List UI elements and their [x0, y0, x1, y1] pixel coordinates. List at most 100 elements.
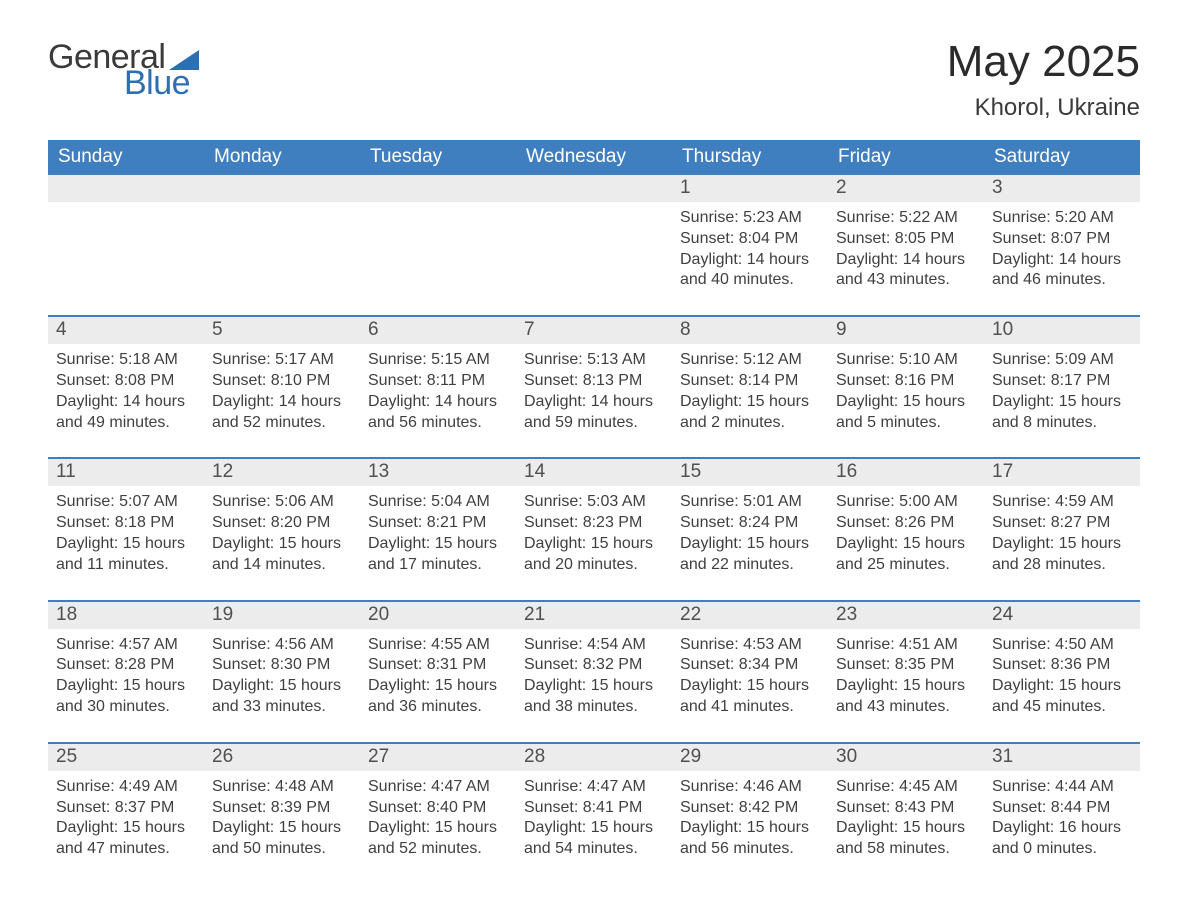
day-cell: 29Sunrise: 4:46 AMSunset: 8:42 PMDayligh…	[672, 744, 828, 866]
sunset-line: Sunset: 8:36 PM	[992, 655, 1132, 676]
day-number: 11	[48, 459, 204, 486]
day-details: Sunrise: 4:59 AMSunset: 8:27 PMDaylight:…	[984, 486, 1140, 581]
sunset-line: Sunset: 8:37 PM	[56, 798, 196, 819]
sunrise-line: Sunrise: 4:54 AM	[524, 635, 664, 656]
day-number: 3	[984, 175, 1140, 202]
daylight-line: Daylight: 15 hours	[992, 534, 1132, 555]
daylight-line: Daylight: 15 hours	[680, 534, 820, 555]
sunrise-line: Sunrise: 5:12 AM	[680, 350, 820, 371]
sunrise-line: Sunrise: 5:17 AM	[212, 350, 352, 371]
day-cell: 27Sunrise: 4:47 AMSunset: 8:40 PMDayligh…	[360, 744, 516, 866]
sunrise-line: Sunrise: 5:06 AM	[212, 492, 352, 513]
daylight-line: and 43 minutes.	[836, 697, 976, 718]
daylight-line: and 43 minutes.	[836, 270, 976, 291]
day-cell: 2Sunrise: 5:22 AMSunset: 8:05 PMDaylight…	[828, 175, 984, 297]
day-number: 8	[672, 317, 828, 344]
sunset-line: Sunset: 8:08 PM	[56, 371, 196, 392]
sunset-line: Sunset: 8:42 PM	[680, 798, 820, 819]
week-row: 4Sunrise: 5:18 AMSunset: 8:08 PMDaylight…	[48, 315, 1140, 439]
brand-logo: General Blue	[48, 40, 199, 100]
sunrise-line: Sunrise: 4:59 AM	[992, 492, 1132, 513]
sunrise-line: Sunrise: 5:13 AM	[524, 350, 664, 371]
sunrise-line: Sunrise: 5:15 AM	[368, 350, 508, 371]
sunrise-line: Sunrise: 4:49 AM	[56, 777, 196, 798]
daylight-line: and 45 minutes.	[992, 697, 1132, 718]
sunrise-line: Sunrise: 4:44 AM	[992, 777, 1132, 798]
day-number: 15	[672, 459, 828, 486]
sunset-line: Sunset: 8:43 PM	[836, 798, 976, 819]
daylight-line: Daylight: 14 hours	[680, 250, 820, 271]
day-number: 23	[828, 602, 984, 629]
daylight-line: Daylight: 15 hours	[680, 818, 820, 839]
daylight-line: Daylight: 15 hours	[524, 676, 664, 697]
sunrise-line: Sunrise: 4:47 AM	[368, 777, 508, 798]
sunrise-line: Sunrise: 4:56 AM	[212, 635, 352, 656]
sunset-line: Sunset: 8:28 PM	[56, 655, 196, 676]
sunrise-line: Sunrise: 5:00 AM	[836, 492, 976, 513]
sunset-line: Sunset: 8:26 PM	[836, 513, 976, 534]
sunrise-line: Sunrise: 4:46 AM	[680, 777, 820, 798]
daylight-line: and 59 minutes.	[524, 413, 664, 434]
daylight-line: and 52 minutes.	[368, 839, 508, 860]
day-cell: 3Sunrise: 5:20 AMSunset: 8:07 PMDaylight…	[984, 175, 1140, 297]
week-row: 25 Sunrise: 4:49 AMSunset: 8:37 PM Dayligh…	[48, 742, 1140, 866]
day-cell: 19Sunrise: 4:56 AMSunset: 8:30 PMDayligh…	[204, 602, 360, 724]
week-row: 11Sunrise: 5:07 AMSunset: 8:18 PMDayligh…	[48, 457, 1140, 581]
day-cell: 17Sunrise: 4:59 AMSunset: 8:27 PMDayligh…	[984, 459, 1140, 581]
day-number	[48, 175, 204, 202]
sunrise-line: Sunrise: 4:45 AM	[836, 777, 976, 798]
daylight-line: and 20 minutes.	[524, 555, 664, 576]
day-details: Sunrise: 5:20 AMSunset: 8:07 PMDaylight:…	[984, 202, 1140, 297]
daylight-line: and 49 minutes.	[56, 413, 196, 434]
daylight-line: and 46 minutes.	[992, 270, 1132, 291]
day-number: 31	[984, 744, 1140, 771]
daylight-line: and 28 minutes.	[992, 555, 1132, 576]
sunrise-line: Sunrise: 5:18 AM	[56, 350, 196, 371]
sunset-line: Sunset: 8:16 PM	[836, 371, 976, 392]
daylight-line: Daylight: 15 hours	[368, 818, 508, 839]
day-details: Sunrise: 4:46 AMSunset: 8:42 PMDaylight:…	[672, 771, 828, 866]
sunset-line: Sunset: 8:05 PM	[836, 229, 976, 250]
sunrise-line: Sunrise: 5:04 AM	[368, 492, 508, 513]
daylight-line: Daylight: 15 hours	[836, 392, 976, 413]
daylight-line: and 38 minutes.	[524, 697, 664, 718]
daylight-line: and 58 minutes.	[836, 839, 976, 860]
day-cell: 20Sunrise: 4:55 AMSunset: 8:31 PMDayligh…	[360, 602, 516, 724]
day-details: Sunrise: 5:13 AMSunset: 8:13 PMDaylight:…	[516, 344, 672, 439]
day-cell: 11Sunrise: 5:07 AMSunset: 8:18 PMDayligh…	[48, 459, 204, 581]
daylight-line: and 17 minutes.	[368, 555, 508, 576]
day-number: 29	[672, 744, 828, 771]
sunset-line: Sunset: 8:31 PM	[368, 655, 508, 676]
week-row: 18Sunrise: 4:57 AMSunset: 8:28 PMDayligh…	[48, 600, 1140, 724]
day-details: Sunrise: 4:45 AMSunset: 8:43 PMDaylight:…	[828, 771, 984, 866]
day-number: 25	[48, 744, 204, 771]
sunrise-line: Sunrise: 5:10 AM	[836, 350, 976, 371]
day-number	[204, 175, 360, 202]
day-cell: 12Sunrise: 5:06 AMSunset: 8:20 PMDayligh…	[204, 459, 360, 581]
day-details: Sunrise: 4:47 AMSunset: 8:40 PMDaylight:…	[360, 771, 516, 866]
daylight-line: and 56 minutes.	[368, 413, 508, 434]
sunset-line: Sunset: 8:14 PM	[680, 371, 820, 392]
day-cell: 4Sunrise: 5:18 AMSunset: 8:08 PMDaylight…	[48, 317, 204, 439]
sunset-line: Sunset: 8:20 PM	[212, 513, 352, 534]
day-number	[516, 175, 672, 202]
sunrise-line: Sunrise: 4:47 AM	[524, 777, 664, 798]
day-number: 12	[204, 459, 360, 486]
sunset-line: Sunset: 8:11 PM	[368, 371, 508, 392]
daylight-line: Daylight: 16 hours	[992, 818, 1132, 839]
sunset-line: Sunset: 8:07 PM	[992, 229, 1132, 250]
sunset-line: Sunset: 8:13 PM	[524, 371, 664, 392]
day-number: 14	[516, 459, 672, 486]
weekday-header: Friday	[828, 140, 984, 175]
daylight-line: and 0 minutes.	[992, 839, 1132, 860]
sunrise-line: Sunrise: 5:23 AM	[680, 208, 820, 229]
sunset-line: Sunset: 8:44 PM	[992, 798, 1132, 819]
day-cell	[360, 175, 516, 297]
title-block: May 2025 Khorol, Ukraine	[947, 40, 1140, 122]
sunrise-line: Sunrise: 4:55 AM	[368, 635, 508, 656]
day-number	[360, 175, 516, 202]
weekday-header: Tuesday	[360, 140, 516, 175]
daylight-line: Daylight: 15 hours	[836, 818, 976, 839]
day-number: 6	[360, 317, 516, 344]
day-cell: 16Sunrise: 5:00 AMSunset: 8:26 PMDayligh…	[828, 459, 984, 581]
